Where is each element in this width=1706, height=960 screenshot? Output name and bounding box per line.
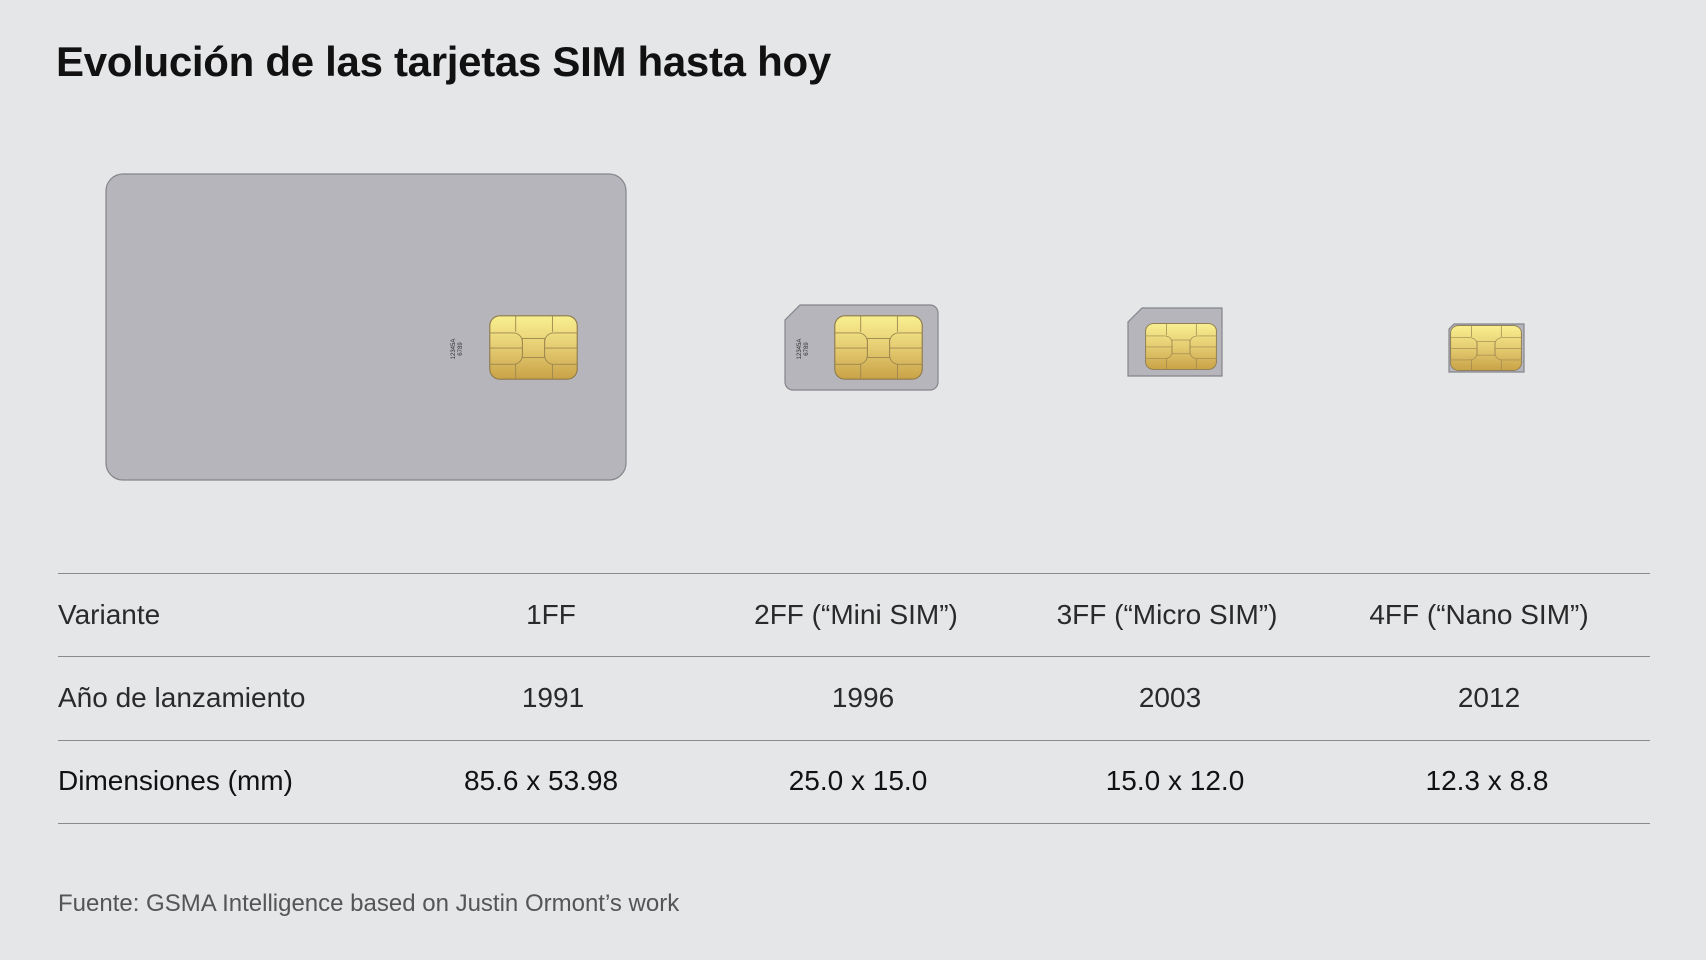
- serial-number-2ff: 12345A 6789: [797, 338, 810, 360]
- table-cell: 12.3 x 8.8: [1425, 765, 1549, 796]
- table-divider: [58, 823, 1650, 824]
- table-cell: 2012: [1457, 682, 1521, 713]
- sim-card-1ff: [105, 173, 627, 481]
- table-cell: 1FF: [526, 599, 576, 630]
- page-title: Evolución de las tarjetas SIM hasta hoy: [56, 38, 831, 85]
- table-cell: 4FF (“Nano SIM”): [1369, 599, 1589, 630]
- table-cell: 2FF (“Mini SIM”): [754, 599, 958, 630]
- table-cell: 2003: [1138, 682, 1202, 713]
- chip-icon-4ff: [1450, 325, 1522, 371]
- table-divider: [58, 740, 1650, 741]
- row-label-variante: Variante: [58, 599, 161, 630]
- table-divider: [58, 656, 1650, 657]
- serial-number-1ff: 12345A 6789: [451, 338, 464, 360]
- source-footnote: Fuente: GSMA Intelligence based on Justi…: [58, 890, 680, 917]
- table-cell: 1996: [831, 682, 895, 713]
- table-cell: 15.0 x 12.0: [1105, 765, 1245, 796]
- row-label-dimensiones: Dimensiones (mm): [58, 765, 293, 796]
- table-cell: 1991: [521, 682, 585, 713]
- table-cell: 3FF (“Micro SIM”): [1056, 599, 1278, 630]
- table-cell: 25.0 x 15.0: [788, 765, 928, 796]
- chip-icon-2ff: [834, 315, 923, 380]
- table-divider: [58, 573, 1650, 574]
- chip-icon-3ff: [1145, 323, 1217, 370]
- table-cell: 85.6 x 53.98: [463, 765, 619, 796]
- chip-icon-1ff: [489, 315, 578, 380]
- row-label-ano: Año de lanzamiento: [58, 682, 306, 713]
